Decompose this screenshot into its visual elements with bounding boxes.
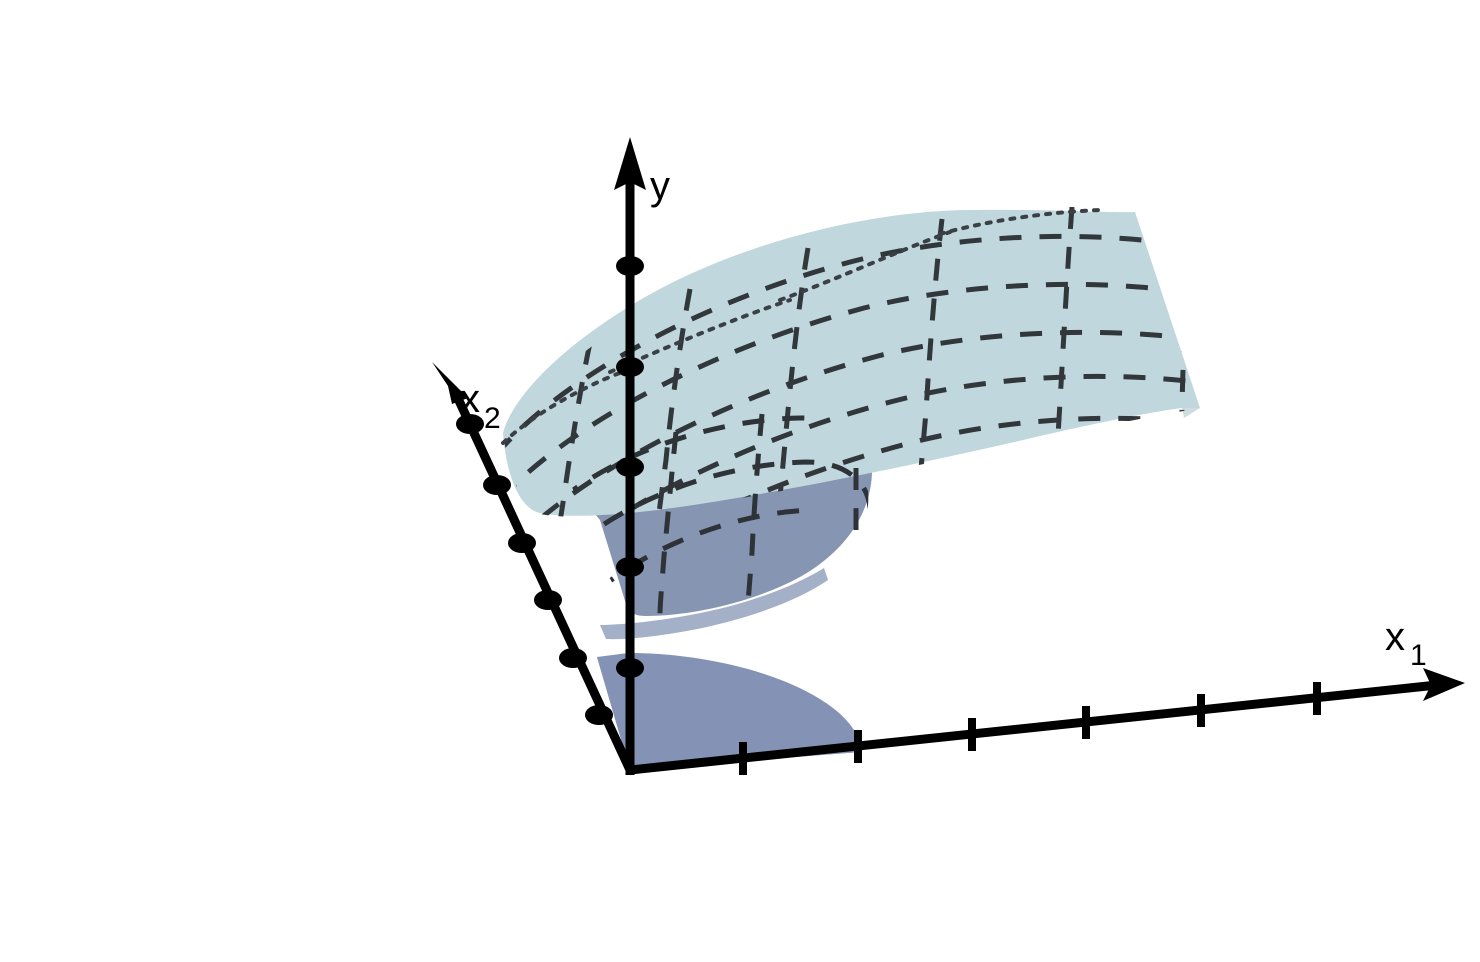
x1-axis-line: [629, 680, 1438, 775]
x1-axis-ticks: [739, 682, 1321, 775]
base-domain-region: [597, 653, 861, 770]
x1-axis-arrowhead: [1423, 668, 1465, 701]
y-axis-ticks: [616, 256, 644, 678]
x1-axis-label-subscript: 1: [1410, 639, 1427, 672]
y-axis: [614, 137, 646, 775]
x2-axis: [432, 362, 635, 772]
x1-axis-label: x: [1385, 615, 1405, 659]
x2-axis-label: x: [460, 377, 480, 421]
x2-axis-ticks: [456, 414, 613, 725]
x2-axis-label-subscript: 2: [484, 402, 501, 435]
x1-axis: [629, 668, 1465, 775]
y-axis-label: y: [650, 164, 670, 208]
y-axis-arrowhead: [614, 137, 646, 190]
x2-axis-arrowhead: [432, 362, 468, 404]
surface-mesh-gridlines: [503, 202, 1200, 517]
